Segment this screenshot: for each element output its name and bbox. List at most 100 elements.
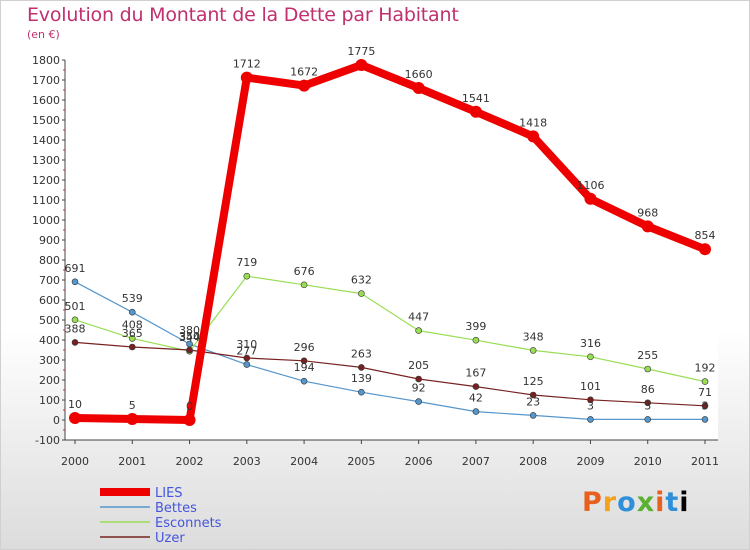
data-label: 296 xyxy=(294,341,315,354)
proxiti-logo: Proxiti xyxy=(582,487,690,518)
data-label: 1541 xyxy=(462,92,490,105)
data-point xyxy=(701,378,709,385)
data-point xyxy=(644,399,652,407)
data-label: 316 xyxy=(580,337,601,350)
y-tick-label: 0 xyxy=(53,414,60,427)
data-label: 167 xyxy=(465,367,486,380)
data-point xyxy=(358,364,365,371)
data-label: 350 xyxy=(179,330,200,343)
data-label: 539 xyxy=(122,292,143,305)
data-point xyxy=(355,59,368,71)
data-point xyxy=(243,354,251,362)
legend-label-lies: LIES xyxy=(155,486,183,501)
data-point xyxy=(587,416,594,423)
y-tick-label: 400 xyxy=(39,334,60,347)
data-point xyxy=(469,105,482,118)
y-tick-label: 1400 xyxy=(32,134,60,147)
y-tick-label: 1600 xyxy=(32,94,60,107)
data-point xyxy=(300,357,308,365)
data-label: 447 xyxy=(408,311,429,324)
data-point xyxy=(472,408,480,415)
data-label: 632 xyxy=(351,274,372,287)
data-point xyxy=(71,278,79,286)
data-point xyxy=(300,281,308,289)
data-label: 277 xyxy=(236,345,257,358)
x-tick-label: 2008 xyxy=(519,455,547,468)
data-label: 3 xyxy=(644,399,651,412)
data-label: 854 xyxy=(695,229,716,242)
data-label: 139 xyxy=(351,372,372,385)
y-tick-label: 800 xyxy=(39,254,60,267)
series-line-uzer xyxy=(74,341,706,407)
x-tick-label: 2009 xyxy=(576,455,604,468)
data-point xyxy=(529,347,537,354)
y-tick-label: 500 xyxy=(39,314,60,327)
data-point xyxy=(69,412,81,424)
plot-area xyxy=(65,60,718,440)
data-point xyxy=(128,308,136,316)
data-label: 1672 xyxy=(290,66,318,79)
data-point xyxy=(527,130,540,143)
data-label: 380 xyxy=(179,324,200,337)
data-point xyxy=(584,192,597,205)
y-tick-label: 1100 xyxy=(32,194,60,207)
data-label: 1418 xyxy=(519,116,547,129)
data-point xyxy=(128,343,136,351)
x-tick-label: 2003 xyxy=(233,455,261,468)
x-tick-label: 2001 xyxy=(118,455,146,468)
data-point xyxy=(71,316,79,324)
data-point xyxy=(186,346,193,354)
data-point xyxy=(529,412,537,419)
y-tick-label: 200 xyxy=(39,374,60,387)
x-tick-label: 2006 xyxy=(405,455,433,468)
data-point xyxy=(126,413,139,425)
data-point xyxy=(472,383,480,390)
y-tick-label: 300 xyxy=(39,354,60,367)
series-line-bettes xyxy=(74,281,706,420)
data-label: 408 xyxy=(122,318,143,331)
data-label: 86 xyxy=(641,383,655,396)
data-point xyxy=(699,243,711,256)
data-label: 101 xyxy=(580,380,601,393)
data-label: 205 xyxy=(408,359,429,372)
data-label: 0 xyxy=(186,400,193,413)
data-label: 388 xyxy=(65,322,86,335)
data-point xyxy=(298,79,311,92)
data-label: 1106 xyxy=(576,179,604,192)
y-tick-label: 600 xyxy=(39,294,60,307)
legend-label-bettes: Bettes xyxy=(155,501,197,516)
y-tick-label: 100 xyxy=(39,394,60,407)
x-tick-label: 2010 xyxy=(634,455,662,468)
y-tick-label: 1700 xyxy=(32,74,60,87)
data-label: 42 xyxy=(469,392,483,405)
data-point xyxy=(243,361,251,368)
data-point xyxy=(472,336,480,344)
x-tick-label: 2004 xyxy=(290,455,318,468)
data-point xyxy=(529,391,537,399)
data-point xyxy=(644,365,652,373)
x-tick-label: 2011 xyxy=(691,455,719,468)
data-label: 92 xyxy=(412,382,426,395)
data-label: 71 xyxy=(698,386,712,399)
data-label: 501 xyxy=(65,300,86,313)
data-label: 3 xyxy=(702,399,709,412)
data-point xyxy=(183,414,196,426)
x-tick-label: 2005 xyxy=(347,455,375,468)
legend-label-esconnets: Esconnets xyxy=(155,516,222,531)
data-point xyxy=(71,339,79,346)
legend-label-uzer: Uzer xyxy=(155,531,185,546)
data-label: 399 xyxy=(465,320,486,333)
data-label: 192 xyxy=(695,362,716,375)
y-tick-label: 700 xyxy=(39,274,60,287)
data-label: 10 xyxy=(68,398,82,411)
x-tick-label: 2002 xyxy=(176,455,204,468)
data-point xyxy=(701,402,709,410)
data-label: 968 xyxy=(637,206,658,219)
data-point xyxy=(644,416,652,423)
data-point xyxy=(587,396,594,404)
data-label: 676 xyxy=(294,265,315,278)
y-tick-label: -100 xyxy=(35,434,60,447)
y-tick-label: 1300 xyxy=(32,154,60,167)
data-point xyxy=(243,272,251,280)
data-label: 3 xyxy=(587,399,594,412)
